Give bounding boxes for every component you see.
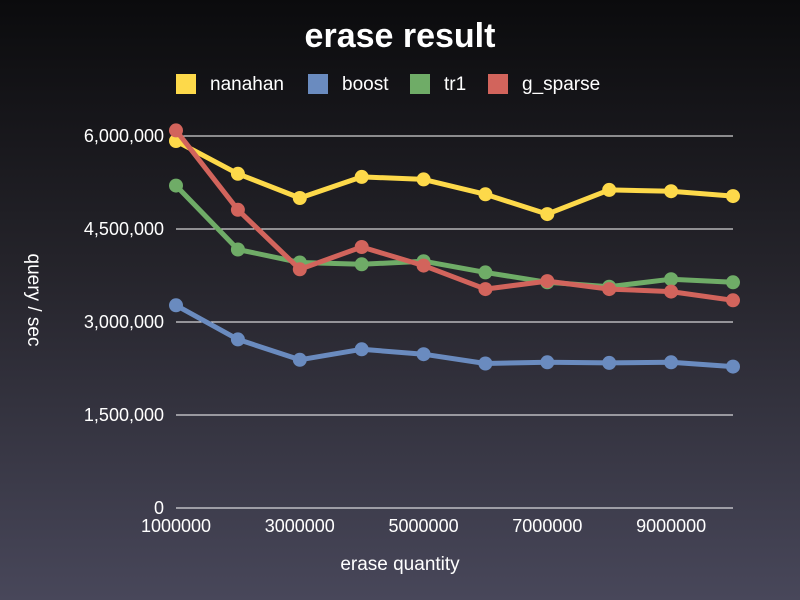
gridlines — [176, 135, 733, 509]
y-tick-label: 4,500,000 — [84, 219, 164, 239]
data-point-boost — [478, 356, 493, 371]
data-point-tr1 — [664, 272, 679, 287]
data-point-nanahan — [602, 182, 617, 197]
data-point-tr1 — [354, 257, 369, 272]
legend-swatch — [176, 74, 196, 94]
legend-item-tr1: tr1 — [410, 74, 466, 95]
series-line-g_sparse — [173, 127, 736, 303]
data-point-boost — [664, 355, 679, 370]
y-tick-label: 3,000,000 — [84, 312, 164, 332]
legend-item-g_sparse: g_sparse — [488, 74, 600, 95]
y-tick-label: 0 — [154, 498, 164, 518]
data-point-g_sparse — [416, 258, 431, 273]
data-point-boost — [230, 332, 245, 347]
data-point-g_sparse — [478, 282, 493, 297]
series-line-nanahan — [173, 138, 736, 217]
data-point-nanahan — [416, 172, 431, 187]
data-point-boost — [726, 359, 740, 374]
data-point-boost — [292, 352, 307, 367]
data-point-nanahan — [354, 169, 369, 184]
data-point-nanahan — [726, 189, 740, 204]
legend: nanahan boost tr1 g_sparse — [176, 74, 600, 95]
series-line-tr1 — [173, 183, 736, 290]
x-axis-ticks: 1000000 3000000 5000000 7000000 9000000 — [141, 516, 706, 536]
data-point-nanahan — [664, 184, 679, 199]
x-tick-label: 7000000 — [512, 516, 582, 536]
data-point-boost — [169, 298, 183, 313]
legend-item-nanahan: nanahan — [176, 74, 284, 95]
legend-swatch — [308, 74, 328, 94]
y-axis-ticks: 0 1,500,000 3,000,000 4,500,000 6,000,000 — [84, 126, 164, 518]
y-axis-label: query / sec — [23, 254, 44, 347]
data-point-nanahan — [292, 191, 307, 205]
data-point-boost — [354, 342, 369, 357]
legend-swatch — [488, 74, 508, 94]
y-tick-label: 1,500,000 — [84, 405, 164, 425]
legend-label: nanahan — [210, 74, 284, 95]
x-tick-label: 1000000 — [141, 516, 211, 536]
series-line-boost — [173, 302, 736, 370]
legend-item-boost: boost — [308, 74, 389, 95]
data-point-tr1 — [169, 178, 183, 193]
data-point-boost — [540, 355, 555, 370]
data-point-nanahan — [540, 207, 555, 222]
data-point-g_sparse — [602, 282, 617, 297]
legend-swatch — [410, 74, 430, 94]
x-tick-label: 5000000 — [389, 516, 459, 536]
data-point-boost — [602, 355, 617, 370]
data-point-g_sparse — [230, 202, 245, 217]
series-nanahan — [169, 134, 740, 222]
x-tick-label: 9000000 — [636, 516, 706, 536]
chart-title: erase result — [305, 17, 496, 55]
legend-label: boost — [342, 74, 389, 95]
data-point-tr1 — [478, 265, 493, 280]
data-point-g_sparse — [169, 123, 183, 138]
y-tick-label: 6,000,000 — [84, 126, 164, 146]
data-point-tr1 — [230, 242, 245, 257]
series-lines — [169, 123, 740, 374]
data-point-tr1 — [726, 275, 740, 290]
series-boost — [169, 298, 740, 374]
legend-label: g_sparse — [522, 74, 600, 95]
x-tick-label: 3000000 — [265, 516, 335, 536]
data-point-g_sparse — [664, 284, 679, 299]
data-point-nanahan — [230, 166, 245, 181]
data-point-boost — [416, 347, 431, 362]
data-point-g_sparse — [726, 293, 740, 308]
data-point-g_sparse — [540, 274, 555, 289]
legend-label: tr1 — [444, 74, 466, 95]
x-axis-label: erase quantity — [340, 554, 460, 575]
data-point-g_sparse — [292, 262, 307, 277]
data-point-nanahan — [478, 187, 493, 202]
series-g_sparse — [169, 123, 740, 308]
data-point-g_sparse — [354, 240, 369, 254]
